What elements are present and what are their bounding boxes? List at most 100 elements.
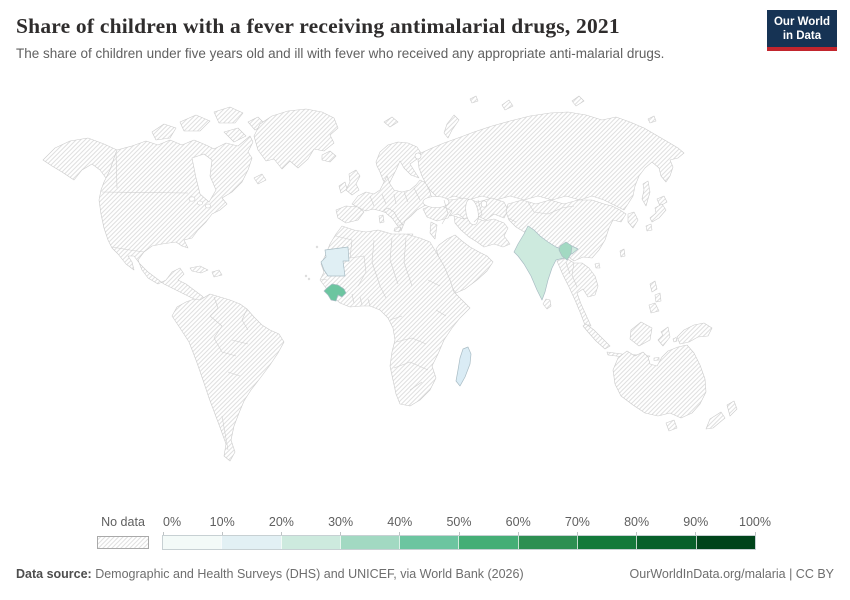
landmass-new-guinea	[676, 322, 713, 345]
legend-tick-label: 80%	[624, 515, 650, 529]
landmass-levant	[429, 221, 438, 240]
white-sea	[414, 152, 422, 160]
landmass-lesser-sunda	[653, 357, 660, 361]
hudson-bay	[191, 153, 217, 203]
legend-bin-30%-40%[interactable]	[339, 536, 400, 549]
owid-logo-line1: Our World	[773, 16, 830, 28]
great-lakes	[205, 203, 211, 209]
landmass-kyushu	[645, 223, 653, 232]
legend-scale: 0% 10% 20% 30% 40% 50% 60% 70% 80% 90% 100%	[162, 515, 771, 551]
legend-bin-50%-60%[interactable]	[458, 536, 518, 549]
landmass-iberia	[335, 205, 365, 224]
landmass-iceland	[321, 150, 337, 163]
legend-bin-0%-10%[interactable]	[163, 536, 222, 549]
water-overlays	[188, 152, 488, 226]
legend-tick-label: 10%	[209, 515, 235, 529]
legend-color-bar	[162, 535, 756, 550]
legend-tick-mark	[576, 532, 578, 536]
legend-tick-mark	[517, 532, 519, 536]
aral-sea	[480, 200, 488, 208]
legend-tick-mark	[399, 532, 401, 536]
legend-tick-label: 100%	[739, 515, 771, 529]
page-subtitle: The share of children under five years o…	[16, 46, 665, 61]
legend-tick-mark	[695, 532, 697, 536]
data-countries	[320, 225, 579, 387]
country-mauritania[interactable]	[320, 246, 350, 277]
legend-bin-10%-20%[interactable]	[221, 536, 281, 549]
page-title: Share of children with a fever receiving…	[16, 14, 620, 38]
landmass-honshu	[649, 203, 667, 223]
legend-bin-70%-80%[interactable]	[577, 536, 637, 549]
footer-link[interactable]: OurWorldInData.org/malaria | CC BY	[629, 567, 834, 581]
legend-no-data-label: No data	[101, 515, 145, 529]
landmass-south-america	[171, 293, 285, 462]
landmass-korea	[627, 211, 639, 229]
landmass-arctic-islands	[179, 114, 211, 132]
legend-tick-mark	[636, 532, 638, 536]
legend-tick-label: 60%	[505, 515, 531, 529]
landmass-sardinia	[378, 214, 385, 224]
caspian-sea	[465, 198, 479, 226]
world-landmasses	[42, 95, 738, 462]
legend-bin-20%-30%[interactable]	[280, 536, 340, 549]
legend-tick-mark	[221, 532, 223, 536]
landmass-italy	[383, 207, 404, 226]
landmass-north-america	[98, 135, 254, 307]
legend-bin-40%-50%[interactable]	[399, 536, 459, 549]
landmass-greenland	[253, 108, 339, 170]
header: Share of children with a fever receiving…	[16, 14, 756, 61]
landmass-sumatra	[582, 323, 611, 350]
landmass-new-zealand-south	[705, 411, 726, 430]
landmass-hokkaido	[656, 195, 668, 207]
legend-tick-mark	[340, 532, 342, 536]
country-borders	[101, 151, 578, 451]
data-source-label: Data source:	[16, 567, 92, 581]
landmass-borneo	[629, 321, 653, 347]
legend-tick-mark	[754, 532, 756, 536]
landmass-sri-lanka	[542, 298, 552, 310]
legend-tick-label: 20%	[268, 515, 294, 529]
legend-bin-60%-70%[interactable]	[517, 536, 578, 549]
landmass-philippines	[649, 280, 658, 293]
landmass-new-zealand-north	[726, 400, 738, 417]
legend-tick-label: 40%	[387, 515, 413, 529]
landmass-arctic-islands	[151, 123, 177, 141]
landmass-sicily	[393, 226, 402, 233]
legend-no-data-swatch[interactable]	[97, 536, 149, 549]
legend-tick-mark	[162, 532, 164, 536]
landmass-iran-pakistan	[453, 215, 511, 248]
great-lakes	[197, 200, 203, 206]
country-guinea[interactable]	[323, 283, 347, 302]
landmass-ireland	[338, 181, 348, 194]
landmass-scandinavia	[375, 141, 422, 187]
country-bangladesh[interactable]	[558, 241, 573, 261]
landmass-great-britain	[345, 169, 361, 196]
legend-bin-80%-90%[interactable]	[636, 536, 696, 549]
landmass-cuba	[189, 265, 209, 274]
legend-bin-90%-100%[interactable]	[695, 536, 755, 549]
owid-logo-line2: in Data	[782, 30, 822, 43]
legend-tick-mark	[280, 532, 282, 536]
landmass-europe	[351, 175, 434, 232]
legend-no-data[interactable]: No data	[97, 515, 149, 549]
legend-tick-label: 90%	[683, 515, 709, 529]
landmass-novaya-zemlya	[443, 114, 460, 139]
landmass-philippines	[648, 302, 660, 314]
landmass-sakhalin	[641, 180, 651, 207]
footer: Data source: Demographic and Health Surv…	[16, 567, 834, 581]
landmass-wrangel	[647, 115, 657, 124]
legend-tick-mark	[458, 532, 460, 536]
landmass-hispaniola	[211, 269, 223, 278]
great-lakes	[188, 196, 196, 202]
landmass-taiwan	[619, 248, 626, 258]
landmass-southeast-asia	[556, 257, 599, 327]
country-madagascar[interactable]	[455, 346, 472, 387]
owid-logo[interactable]: Our World in Data	[766, 10, 837, 51]
landmass-tasmania	[665, 419, 678, 432]
landmass-new-siberian	[571, 95, 585, 107]
legend-tick-label: 70%	[564, 515, 590, 529]
landmass-hainan	[594, 262, 601, 269]
black-sea	[422, 196, 450, 208]
landmass-arctic-islands	[223, 127, 247, 143]
